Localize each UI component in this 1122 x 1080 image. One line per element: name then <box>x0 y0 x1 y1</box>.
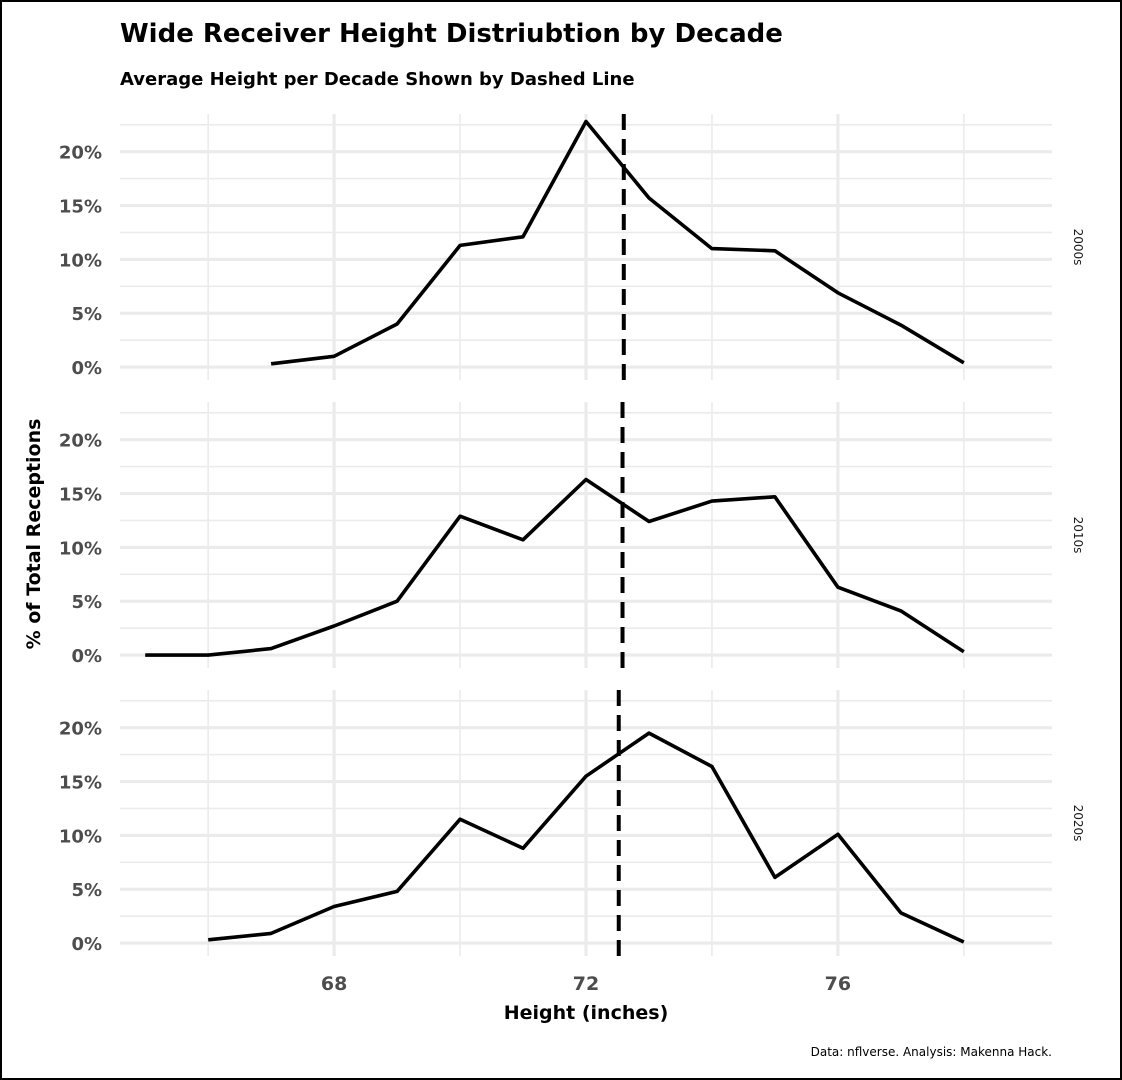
y-tick-label: 15% <box>59 197 102 218</box>
y-tick-label: 20% <box>59 143 102 164</box>
panel-2000s: 0% 5% 10% 15% 20% 2000s <box>59 114 1085 380</box>
y-tick-label: 10% <box>59 250 102 271</box>
y-tick-label: 15% <box>59 773 102 794</box>
y-tick-label: 5% <box>71 880 102 901</box>
facet-label: 2000s <box>1071 229 1085 266</box>
series-line-2000s <box>270 119 965 366</box>
y-tick-label: 0% <box>71 934 102 955</box>
series-line-2010s <box>145 477 965 657</box>
chart-caption: Data: nflverse. Analysis: Makenna Hack. <box>811 1045 1052 1059</box>
y-tick-label: 15% <box>59 485 102 506</box>
panels-layer: 0% 5% 10% 15% 20% 2000s 0% 5% 10% 15% 20% 2010s 0% 5%… <box>59 114 1085 956</box>
y-tick-label: 10% <box>59 826 102 847</box>
panel-2010s: 0% 5% 10% 15% 20% 2010s <box>59 402 1085 668</box>
y-tick-label: 5% <box>71 592 102 613</box>
x-tick-label: 76 <box>825 973 851 995</box>
facet-label: 2010s <box>1071 517 1085 554</box>
panel-2020s: 0% 5% 10% 15% 20% 2020s <box>59 690 1085 956</box>
chart-title: Wide Receiver Height Distriubtion by Dec… <box>120 19 783 49</box>
facet-label: 2020s <box>1071 805 1085 842</box>
x-axis-ticks: 68 72 76 <box>321 973 851 995</box>
y-tick-label: 0% <box>71 646 102 667</box>
chart-subtitle: Average Height per Decade Shown by Dashe… <box>120 69 635 90</box>
y-tick-label: 0% <box>71 358 102 379</box>
y-axis-label: % of Total Receptions <box>23 419 45 650</box>
x-tick-label: 72 <box>573 973 599 995</box>
y-tick-label: 20% <box>59 431 102 452</box>
y-tick-label: 20% <box>59 719 102 740</box>
x-axis-label: Height (inches) <box>504 1002 669 1024</box>
y-tick-label: 10% <box>59 538 102 559</box>
x-tick-label: 68 <box>321 973 347 995</box>
y-tick-label: 5% <box>71 304 102 325</box>
